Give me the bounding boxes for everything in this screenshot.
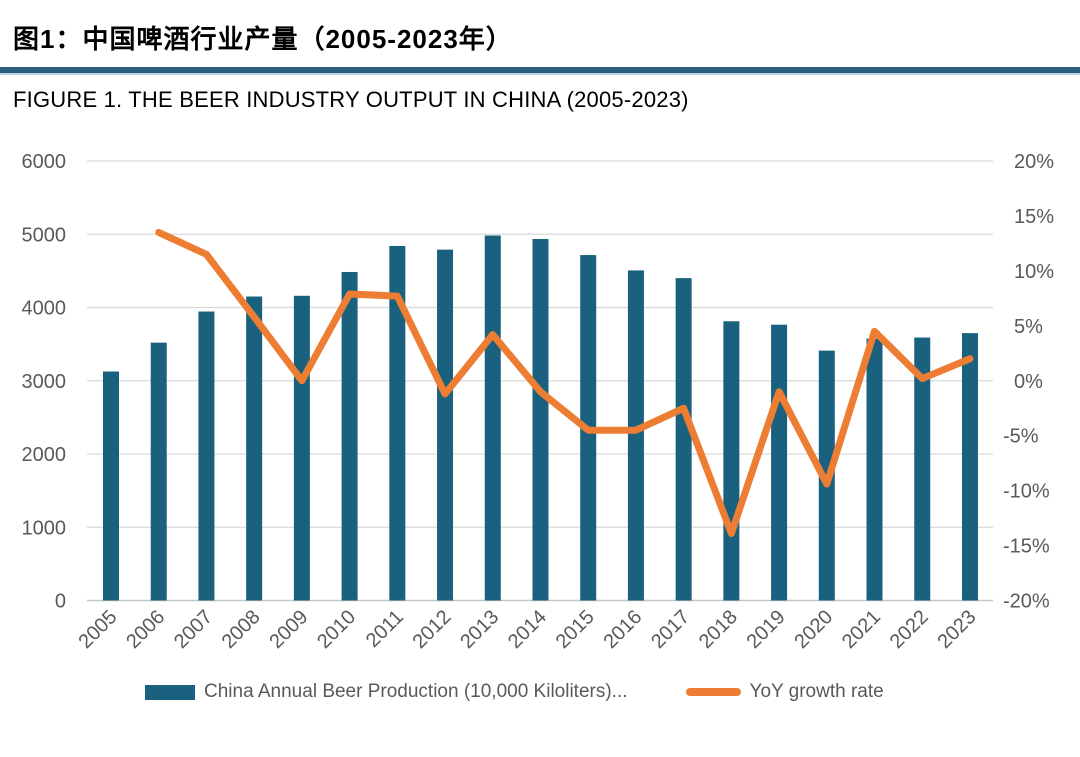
- left-axis-label-2000: 2000: [22, 444, 67, 466]
- bar-2011: [389, 245, 406, 601]
- x-axis-label-2014: 2014: [504, 606, 551, 653]
- x-axis-label-2005: 2005: [75, 606, 122, 653]
- x-axis-label-2008: 2008: [218, 606, 265, 653]
- left-axis-label-6000: 6000: [22, 151, 67, 173]
- x-axis-label-2020: 2020: [790, 606, 837, 653]
- x-axis-label-2010: 2010: [313, 606, 360, 653]
- left-axis-label-4000: 4000: [22, 298, 67, 320]
- bar-2017: [675, 278, 692, 601]
- x-axis-label-2009: 2009: [265, 606, 312, 653]
- bar-2012: [437, 249, 454, 601]
- legend-label-production: China Annual Beer Production (10,000 Kil…: [204, 681, 628, 702]
- x-axis-label-2013: 2013: [456, 606, 503, 653]
- right-axis-label-10%: 10%: [1014, 261, 1054, 283]
- x-axis-label-2018: 2018: [695, 606, 742, 653]
- x-axis-label-2007: 2007: [170, 606, 217, 653]
- bar-2008: [246, 296, 263, 601]
- bar-2007: [198, 311, 215, 601]
- figure-title-chinese: 图1：中国啤酒行业产量（2005-2023年）: [13, 24, 513, 54]
- figure-header: 图1：中国啤酒行业产量（2005-2023年） FIGURE 1. THE BE…: [0, 0, 1080, 140]
- chart-legend: China Annual Beer Production (10,000 Kil…: [145, 681, 1080, 703]
- bar-2023: [961, 333, 978, 601]
- x-axis-label-2012: 2012: [409, 606, 456, 653]
- x-axis-label-2016: 2016: [599, 606, 646, 653]
- x-axis-label-2015: 2015: [552, 606, 599, 653]
- x-axis-label-2017: 2017: [647, 606, 694, 653]
- right-axis-label--15%: -15%: [1003, 536, 1050, 558]
- x-axis-label-2019: 2019: [743, 606, 790, 653]
- chart-canvas: 0 1000 2000 3000 4000 5000 6000 -20% -15% -10% -5%…: [22, 151, 1055, 653]
- right-axis-label--20%: -20%: [1003, 591, 1050, 613]
- bar-2022: [914, 337, 931, 601]
- x-axis-label-2021: 2021: [838, 606, 885, 653]
- right-axis-label--10%: -10%: [1003, 481, 1050, 503]
- bar-2009: [293, 295, 310, 601]
- right-axis-label-5%: 5%: [1014, 316, 1043, 338]
- left-axis-label-1000: 1000: [22, 517, 67, 539]
- x-axis-label-2022: 2022: [886, 606, 933, 653]
- right-axis-label-0%: 0%: [1014, 371, 1043, 393]
- bar-2016: [627, 270, 644, 601]
- bar-2010: [341, 271, 358, 601]
- bar-2019: [771, 324, 788, 601]
- legend-item-production: China Annual Beer Production (10,000 Kil…: [145, 681, 628, 703]
- bar-2006: [150, 342, 167, 601]
- bar-2014: [532, 239, 549, 601]
- bar-2018: [723, 321, 740, 601]
- yoy-growth-line: [155, 228, 974, 537]
- bar-series-swatch: [145, 684, 195, 700]
- bar-2013: [484, 235, 501, 601]
- right-axis-label--5%: -5%: [1003, 426, 1039, 448]
- title-divider-rule: [0, 67, 1080, 75]
- x-axis-label-2023: 2023: [933, 606, 980, 653]
- left-axis-label-5000: 5000: [22, 224, 67, 246]
- left-axis-label-0: 0: [55, 591, 66, 613]
- right-axis-label-15%: 15%: [1014, 206, 1054, 228]
- line-series-swatch: [685, 688, 741, 696]
- left-axis-label-3000: 3000: [22, 371, 67, 393]
- x-axis-label-2006: 2006: [122, 606, 169, 653]
- bar-2005: [103, 371, 119, 601]
- chart-area: 0 1000 2000 3000 4000 5000 6000 -20% -15% -10% -5%…: [0, 140, 1080, 675]
- figure-title-english: FIGURE 1. THE BEER INDUSTRY OUTPUT IN CH…: [13, 87, 689, 112]
- legend-item-yoy: YoY growth rate: [685, 681, 884, 703]
- legend-label-yoy: YoY growth rate: [749, 681, 884, 702]
- x-axis-label-2011: 2011: [362, 606, 408, 652]
- bar-2021: [866, 338, 883, 601]
- right-axis-label-20%: 20%: [1014, 151, 1054, 173]
